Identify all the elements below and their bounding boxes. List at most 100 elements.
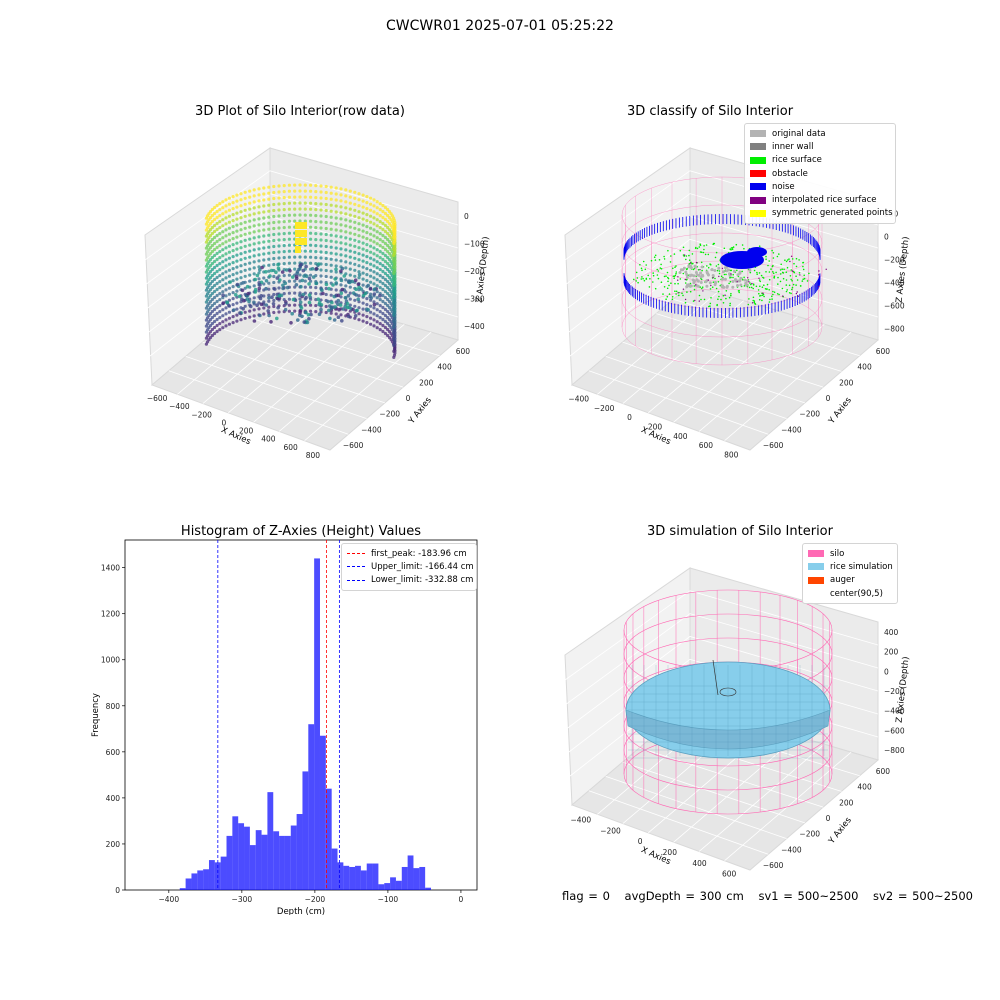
- rice-surface-point: [682, 294, 684, 297]
- raw-point: [258, 296, 263, 301]
- y-tick-label: −600: [343, 441, 364, 450]
- raw-point: [235, 265, 239, 269]
- raw-point: [341, 307, 345, 311]
- rice-surface-point: [714, 277, 716, 280]
- rice-surface-point: [682, 272, 685, 275]
- rice-surface-point: [730, 247, 733, 249]
- raw-point: [381, 317, 385, 322]
- raw-point: [357, 294, 361, 298]
- rice-surface-point: [729, 304, 731, 307]
- raw-point: [210, 303, 214, 308]
- raw-point: [348, 297, 352, 301]
- raw-point: [319, 202, 323, 206]
- legend-item: interpolated rice surface: [750, 193, 890, 206]
- raw-point: [287, 213, 291, 217]
- raw-point: [314, 232, 318, 236]
- avg-depth-text: avgDepth = 300 cm: [624, 889, 744, 903]
- rice-surface-point: [768, 278, 771, 281]
- raw-point: [221, 212, 225, 216]
- raw-point: [303, 213, 307, 217]
- raw-point: [227, 262, 231, 266]
- raw-point: [369, 202, 373, 206]
- raw-point: [235, 247, 239, 251]
- raw-point: [339, 247, 343, 251]
- raw-point: [303, 255, 307, 259]
- rice-surface-point: [765, 255, 767, 258]
- raw-point: [239, 258, 243, 262]
- raw-point: [213, 307, 217, 312]
- raw-point: [213, 301, 217, 306]
- rice-surface-point: [768, 260, 770, 262]
- raw-point: [215, 269, 219, 274]
- raw-point: [252, 248, 256, 252]
- original-data-point: [736, 284, 739, 287]
- raw-point: [330, 300, 334, 305]
- raw-point: [375, 224, 379, 228]
- rice-surface-point: [730, 269, 733, 272]
- raw-point: [304, 222, 307, 229]
- rice-surface-point: [652, 272, 654, 274]
- raw-point: [357, 234, 361, 238]
- raw-point: [392, 295, 396, 299]
- raw-point: [287, 183, 291, 187]
- rice-surface-point: [759, 280, 761, 283]
- raw-point: [235, 282, 240, 287]
- raw-point: [248, 207, 252, 211]
- simulation-panel-title: 3D simulation of Silo Interior: [647, 524, 833, 539]
- raw-point: [252, 266, 256, 270]
- y-tick-label: 0: [406, 394, 411, 403]
- raw-point: [316, 297, 321, 301]
- z-tick-label: −600: [884, 726, 905, 735]
- raw-point: [314, 226, 318, 230]
- raw-point: [383, 217, 387, 222]
- raw-point: [262, 192, 266, 196]
- rice-surface-point: [692, 268, 695, 271]
- rice-surface-point: [788, 258, 790, 260]
- rice-surface-point: [772, 257, 775, 259]
- auger-line: [712, 659, 719, 696]
- raw-point: [243, 256, 247, 260]
- raw-point: [287, 195, 291, 199]
- raw-point: [252, 242, 256, 246]
- raw-point: [282, 184, 286, 188]
- raw-point: [227, 303, 231, 308]
- raw-point: [231, 237, 235, 241]
- raw-point: [319, 280, 323, 284]
- raw-point: [215, 317, 219, 322]
- raw-point: [303, 219, 307, 223]
- rice-surface-point: [722, 294, 725, 297]
- raw-point: [277, 310, 281, 314]
- raw-point: [361, 235, 365, 239]
- raw-point: [213, 319, 217, 324]
- raw-point: [309, 207, 313, 211]
- rice-surface-point: [715, 265, 718, 267]
- histogram-bar: [185, 878, 192, 890]
- raw-point: [381, 269, 385, 274]
- rice-surface-point: [802, 268, 805, 271]
- rice-surface-point: [806, 280, 809, 282]
- floor-pane: [571, 284, 880, 451]
- raw-point: [369, 304, 373, 308]
- raw-point: [372, 258, 376, 262]
- raw-point: [344, 218, 348, 222]
- rice-surface-point: [707, 253, 710, 256]
- raw-point: [224, 240, 228, 244]
- raw-point: [221, 236, 225, 240]
- raw-point: [375, 326, 379, 330]
- rice-surface-point: [693, 285, 696, 287]
- legend-item: Lower_limit: -332.88 cm: [347, 574, 473, 587]
- raw-point: [353, 208, 357, 212]
- raw-point: [375, 266, 379, 270]
- rice-surface-point: [717, 281, 720, 283]
- raw-point: [210, 249, 214, 254]
- raw-point: [339, 269, 343, 273]
- raw-point: [227, 292, 231, 296]
- raw-point: [378, 286, 382, 290]
- raw-point: [344, 230, 348, 234]
- raw-point: [365, 195, 369, 199]
- raw-point: [381, 287, 385, 292]
- raw-point: [392, 265, 396, 269]
- raw-point: [361, 223, 365, 227]
- raw-point: [241, 281, 245, 285]
- interpolated-point: [684, 298, 687, 301]
